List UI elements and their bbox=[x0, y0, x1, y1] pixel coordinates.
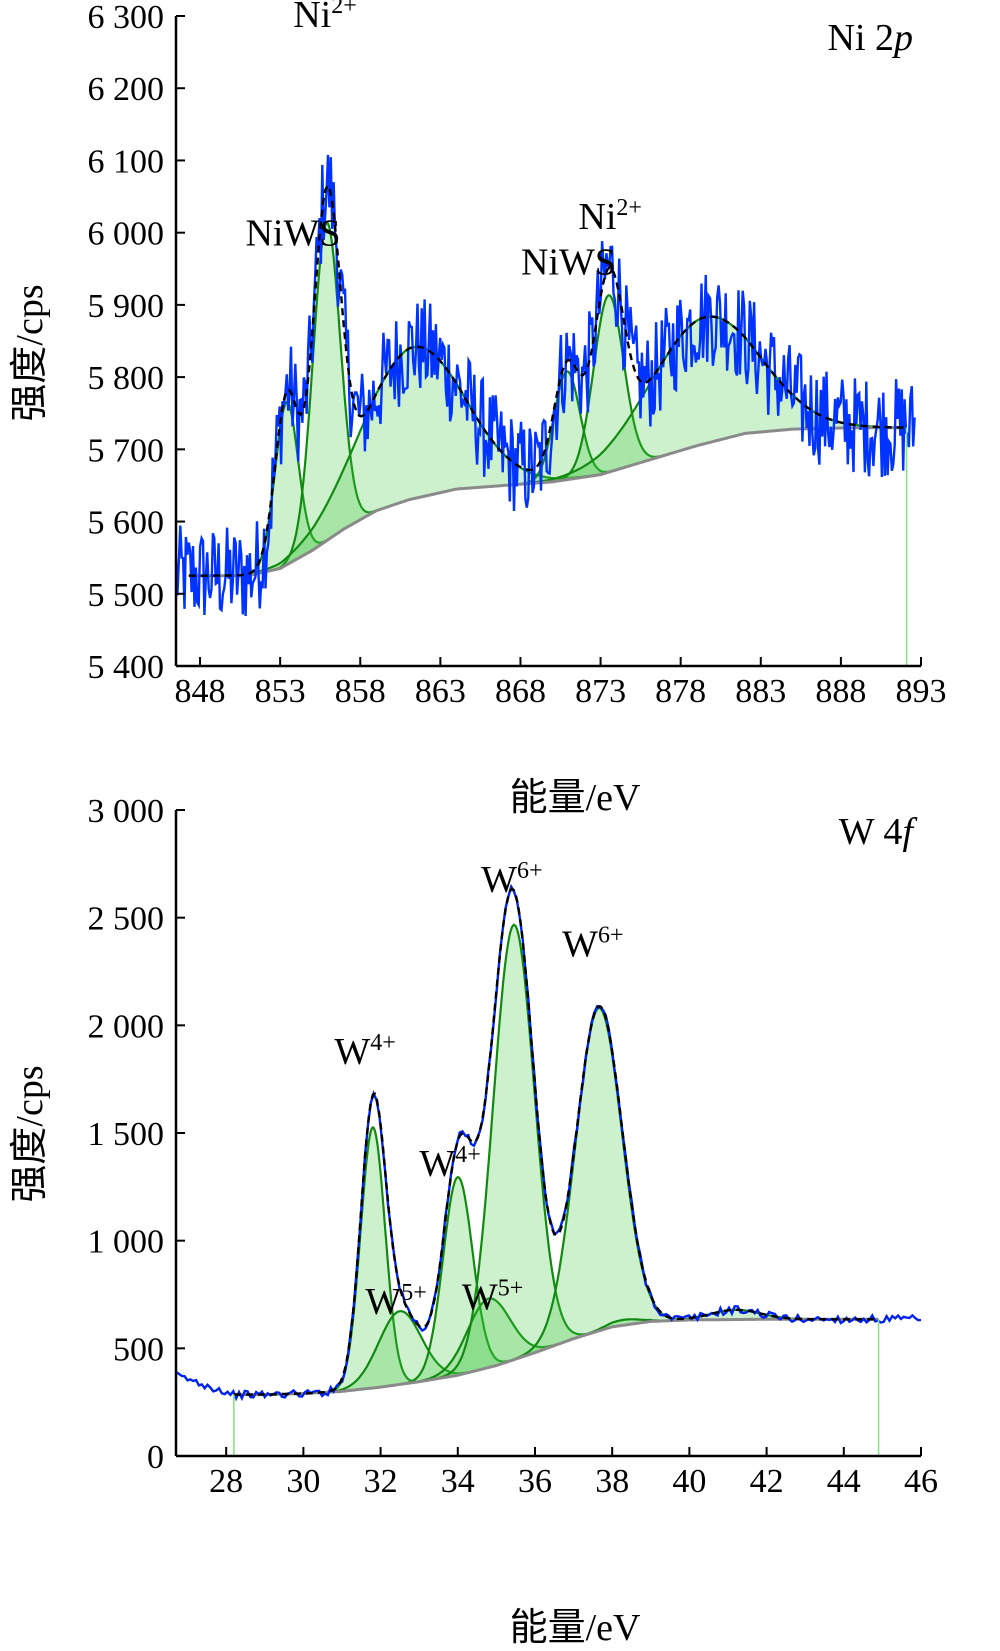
y-tick-label: 6 100 bbox=[88, 143, 165, 180]
y-tick-label: 5 700 bbox=[88, 432, 165, 469]
x-tick-label: 30 bbox=[286, 1463, 320, 1500]
peak-annotation: NiWS bbox=[521, 242, 616, 284]
component-peak-fill bbox=[500, 371, 634, 486]
x-tick-label: 858 bbox=[335, 673, 386, 710]
raw-data-line bbox=[174, 154, 916, 617]
x-tick-label: 868 bbox=[495, 673, 546, 710]
y-tick-label: 5 600 bbox=[88, 505, 165, 542]
y-tick-label: 0 bbox=[147, 1439, 164, 1476]
x-tick-label: 42 bbox=[750, 1463, 784, 1500]
component-peak-fill bbox=[256, 222, 398, 574]
x-tick-label: 848 bbox=[175, 673, 226, 710]
y-tick-label: 1 500 bbox=[88, 1116, 165, 1153]
panel-label: Ni 2p bbox=[828, 17, 914, 59]
ni-panel-ylabel: 强度/cps bbox=[9, 284, 51, 421]
peak-annotation: W6+ bbox=[481, 858, 542, 901]
y-tick-label: 5 500 bbox=[88, 577, 165, 614]
peak-annotation: W4+ bbox=[334, 1030, 395, 1073]
component-peak-fill bbox=[479, 1007, 718, 1370]
x-tick-label: 883 bbox=[735, 673, 786, 710]
x-tick-label: 40 bbox=[672, 1463, 706, 1500]
peak-annotation: W4+ bbox=[419, 1142, 480, 1185]
background-baseline bbox=[188, 426, 905, 578]
component-peak-fill bbox=[381, 1177, 535, 1387]
x-tick-label: 863 bbox=[415, 673, 466, 710]
x-tick-label: 44 bbox=[827, 1463, 861, 1500]
y-tick-label: 6 300 bbox=[88, 0, 165, 36]
x-tick-label: 888 bbox=[815, 673, 866, 710]
w-panel-xlabel: 能量/eV bbox=[510, 1607, 641, 1649]
component-peak-fill bbox=[378, 1298, 600, 1388]
fit-envelope-line bbox=[233, 887, 879, 1396]
x-tick-label: 38 bbox=[595, 1463, 629, 1500]
x-tick-label: 873 bbox=[575, 673, 626, 710]
y-tick-label: 3 000 bbox=[88, 793, 165, 830]
peak-annotation: W5+ bbox=[365, 1280, 426, 1323]
x-tick-label: 28 bbox=[209, 1463, 243, 1500]
y-tick-label: 2 500 bbox=[88, 901, 165, 938]
y-tick-label: 2 000 bbox=[88, 1008, 165, 1045]
component-peak-fill bbox=[422, 316, 905, 497]
y-tick-label: 6 200 bbox=[88, 71, 165, 108]
component-peak-fill bbox=[531, 295, 687, 484]
y-tick-label: 1 000 bbox=[88, 1224, 165, 1261]
component-peak-fill bbox=[226, 402, 347, 576]
ni-panel-xlabel: 能量/eV bbox=[510, 777, 641, 819]
y-tick-label: 5 400 bbox=[88, 649, 165, 686]
w-panel-ylabel: 强度/cps bbox=[9, 1065, 51, 1202]
ni-2p-panel: 5 400 5 500 5 600 5 700 5 800 5 900 6 000 6 100… bbox=[88, 0, 947, 710]
component-peak-fill bbox=[407, 924, 620, 1384]
panel-label: W 4f bbox=[839, 811, 918, 853]
background-baseline bbox=[233, 1317, 879, 1397]
x-tick-label: 46 bbox=[904, 1463, 938, 1500]
peak-annotation: Ni2+ bbox=[578, 195, 642, 238]
x-tick-label: 853 bbox=[255, 673, 306, 710]
x-tick-label: 878 bbox=[655, 673, 706, 710]
y-tick-label: 5 900 bbox=[88, 288, 165, 325]
x-tick-label: 34 bbox=[441, 1463, 475, 1500]
component-peak-fill bbox=[309, 1127, 437, 1394]
y-tick-label: 6 000 bbox=[88, 216, 165, 253]
y-tick-label: 500 bbox=[113, 1331, 164, 1368]
x-tick-label: 893 bbox=[896, 673, 947, 710]
x-tick-label: 32 bbox=[364, 1463, 398, 1500]
peak-annotation: NiWS bbox=[245, 213, 340, 255]
peak-annotation: Ni2+ bbox=[293, 0, 357, 36]
peak-annotation: W6+ bbox=[562, 922, 623, 965]
component-peak-fill bbox=[188, 346, 678, 576]
peak-annotation: W5+ bbox=[462, 1276, 523, 1319]
fit-envelope-line bbox=[188, 183, 905, 577]
y-tick-label: 5 800 bbox=[88, 360, 165, 397]
w-4f-panel: 0 500 1 000 1 500 2 000 2 500 3 000 28 30 32 34 36 3… bbox=[88, 793, 939, 1500]
x-tick-label: 36 bbox=[518, 1463, 552, 1500]
raw-data-line bbox=[175, 883, 922, 1402]
